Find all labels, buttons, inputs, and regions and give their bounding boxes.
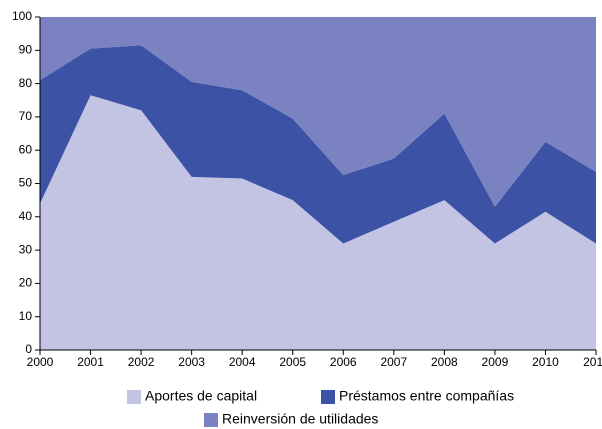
legend-swatch — [321, 390, 335, 404]
y-tick-label: 10 — [19, 309, 33, 323]
y-tick-label: 20 — [19, 276, 33, 290]
legend-label: Aportes de capital — [145, 388, 257, 404]
y-tick-label: 50 — [19, 176, 33, 190]
y-tick-label: 100 — [12, 9, 32, 23]
area — [40, 95, 596, 350]
x-tick-label: 2004 — [229, 355, 256, 369]
y-tick-label: 0 — [25, 342, 32, 356]
y-tick-label: 30 — [19, 242, 33, 256]
x-tick-label: 2008 — [431, 355, 458, 369]
y-tick-label: 80 — [19, 76, 33, 90]
y-tick-label: 60 — [19, 142, 33, 156]
x-tick-label: 2009 — [482, 355, 509, 369]
x-tick-label: 2010 — [532, 355, 559, 369]
x-tick-label: 2002 — [128, 355, 155, 369]
x-tick-label: 2007 — [380, 355, 407, 369]
x-tick-label: 2003 — [178, 355, 205, 369]
legend-label: Reinversión de utilidades — [222, 411, 378, 427]
y-tick-label: 70 — [19, 109, 33, 123]
legend-swatch — [204, 413, 218, 427]
y-tick-label: 40 — [19, 209, 33, 223]
legend-label: Préstamos entre compañías — [339, 388, 514, 404]
legend: Aportes de capital Préstamos entre compañ… — [127, 388, 514, 427]
x-tick-label: 2011 — [583, 355, 602, 369]
x-tick-label: 2001 — [77, 355, 104, 369]
legend-swatch — [127, 390, 141, 404]
x-tick-label: 2005 — [279, 355, 306, 369]
y-tick-label: 90 — [19, 42, 33, 56]
x-tick-label: 2006 — [330, 355, 357, 369]
x-tick-label: 2000 — [27, 355, 54, 369]
area — [40, 45, 596, 244]
area — [40, 17, 596, 207]
